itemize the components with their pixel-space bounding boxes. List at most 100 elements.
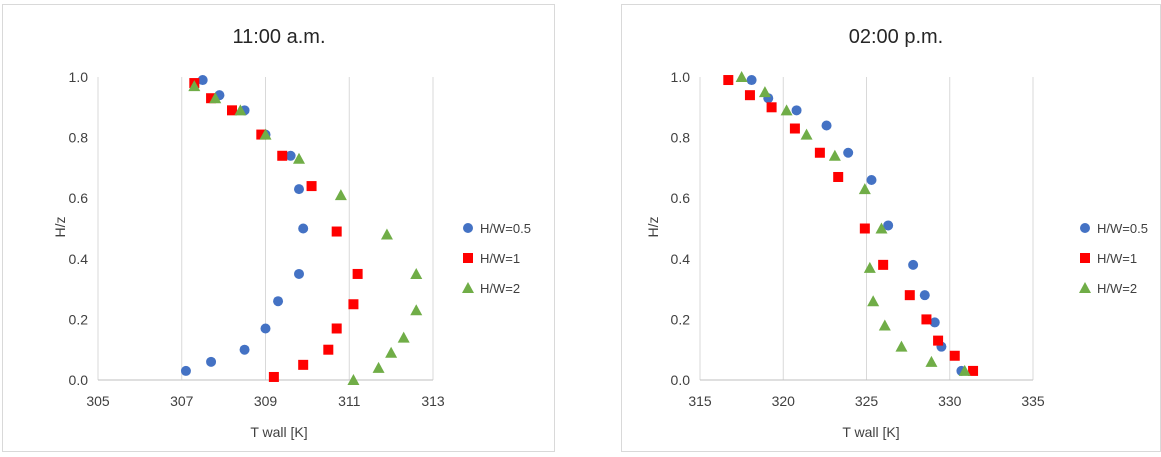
data-point-h-w-0-5 xyxy=(919,290,930,301)
data-point-h-w-1 xyxy=(904,290,915,301)
data-point-h-w-1 xyxy=(744,90,755,101)
data-point-h-w-2 xyxy=(385,346,398,358)
x-tick-label: 307 xyxy=(170,393,194,409)
data-point-h-w-1 xyxy=(933,335,944,346)
chart-title: 11:00 a.m. xyxy=(232,26,325,48)
x-tick-label: 320 xyxy=(772,393,796,409)
x-tick-label: 330 xyxy=(938,393,962,409)
legend-label-h-w-2: H/W=2 xyxy=(480,281,520,296)
data-point-h-w-1 xyxy=(968,365,979,376)
x-axis-title: T wall [K] xyxy=(842,424,899,440)
x-axis-title: T wall [K] xyxy=(250,424,307,440)
data-point-h-w-1 xyxy=(298,359,309,370)
data-point-h-w-0-5 xyxy=(206,356,217,367)
legend-label-h-w-1: H/W=1 xyxy=(1097,251,1137,266)
legend-label-h-w-2: H/W=2 xyxy=(1097,281,1137,296)
data-point-h-w-0-5 xyxy=(908,259,919,270)
data-point-h-w-2 xyxy=(234,104,247,116)
y-tick-label: 0.8 xyxy=(671,130,691,146)
data-point-h-w-0-5 xyxy=(866,175,877,186)
data-point-h-w-2 xyxy=(758,86,771,98)
y-tick-label: 1.0 xyxy=(69,69,89,85)
data-point-h-w-0-5 xyxy=(883,220,894,231)
data-point-h-w-0-5 xyxy=(929,317,940,328)
data-point-h-w-0-5 xyxy=(298,223,309,234)
y-tick-label: 0.6 xyxy=(671,190,691,206)
legend-marker-h-w-1 xyxy=(463,253,473,263)
data-point-h-w-1 xyxy=(789,123,800,134)
y-axis-title: H/z xyxy=(645,217,661,238)
data-point-h-w-0-5 xyxy=(285,150,296,161)
data-point-h-w-2 xyxy=(293,152,305,164)
y-tick-label: 0.6 xyxy=(69,190,89,206)
data-point-h-w-2 xyxy=(875,222,888,234)
data-point-h-w-2 xyxy=(863,261,876,273)
data-point-h-w-1 xyxy=(878,259,889,270)
legend-label-h-w-1: H/W=1 xyxy=(480,251,520,266)
data-point-h-w-2 xyxy=(735,71,748,82)
data-point-h-w-2 xyxy=(958,364,971,376)
data-point-h-w-0-5 xyxy=(843,147,854,158)
data-point-h-w-0-5 xyxy=(260,323,271,334)
data-point-h-w-0-5 xyxy=(180,365,191,376)
y-tick-label: 0.8 xyxy=(69,130,89,146)
legend-label-h-w-0-5: H/W=0.5 xyxy=(1097,221,1148,236)
data-point-h-w-0-5 xyxy=(239,344,250,355)
chart-panel-0200pm: 02:00 p.m. T wall [K] H/z 315 320 325 330 33… xyxy=(621,4,1161,452)
data-point-h-w-2 xyxy=(800,128,813,140)
data-point-h-w-1 xyxy=(331,323,342,334)
data-point-h-w-2 xyxy=(410,304,423,316)
data-point-h-w-1 xyxy=(256,129,267,140)
scatter-chart-1100am: 11:00 a.m. T wall [K] H/z 305 307 309 311 31… xyxy=(52,26,531,440)
data-point-h-w-2 xyxy=(372,361,385,373)
scatter-chart-0200pm: 02:00 p.m. T wall [K] H/z 315 320 325 330 33… xyxy=(645,26,1148,440)
data-point-h-w-1 xyxy=(348,299,359,310)
y-axis-title: H/z xyxy=(52,217,68,238)
data-point-h-w-1 xyxy=(766,102,777,113)
data-point-h-w-2 xyxy=(895,340,908,352)
data-point-h-w-2 xyxy=(347,374,360,385)
data-point-h-w-2 xyxy=(397,331,410,343)
legend-marker-h-w-2 xyxy=(462,282,474,293)
x-tick-label: 335 xyxy=(1021,393,1045,409)
y-tick-label: 0.2 xyxy=(671,311,691,327)
data-point-h-w-1 xyxy=(277,150,288,161)
data-point-h-w-1 xyxy=(352,268,363,279)
legend-marker-h-w-2 xyxy=(1079,282,1091,293)
data-point-h-w-2 xyxy=(380,228,393,240)
y-tick-label: 0.0 xyxy=(671,372,691,388)
data-point-h-w-1 xyxy=(227,105,237,116)
data-point-h-w-0-5 xyxy=(294,184,304,195)
y-tick-label: 0.2 xyxy=(69,311,89,327)
data-point-h-w-1 xyxy=(206,93,217,104)
data-point-h-w-0-5 xyxy=(294,268,304,279)
data-point-h-w-0-5 xyxy=(197,75,208,86)
chart-title: 02:00 p.m. xyxy=(849,26,944,48)
data-point-h-w-1 xyxy=(268,371,279,382)
data-point-h-w-2 xyxy=(334,189,347,201)
x-tick-label: 325 xyxy=(855,393,879,409)
data-point-h-w-2 xyxy=(858,183,871,195)
legend-marker-h-w-1 xyxy=(1080,253,1090,263)
y-tick-label: 0.4 xyxy=(671,251,691,267)
data-point-h-w-2 xyxy=(878,319,891,331)
data-point-h-w-2 xyxy=(925,355,938,367)
data-point-h-w-2 xyxy=(209,92,222,104)
legend-label-h-w-0-5: H/W=0.5 xyxy=(480,221,531,236)
data-point-h-w-2 xyxy=(867,295,880,307)
data-point-h-w-1 xyxy=(323,344,334,355)
legend-marker-h-w-0-5 xyxy=(1080,223,1090,233)
x-tick-label: 313 xyxy=(421,393,445,409)
y-tick-label: 1.0 xyxy=(671,69,691,85)
data-point-h-w-1 xyxy=(921,314,932,325)
x-tick-label: 305 xyxy=(86,393,110,409)
data-point-h-w-0-5 xyxy=(273,296,284,307)
chart-panel-1100am: 11:00 a.m. T wall [K] H/z 305 307 309 311 31… xyxy=(2,4,555,452)
data-point-h-w-2 xyxy=(410,267,423,279)
data-point-h-w-1 xyxy=(723,75,734,86)
data-point-h-w-1 xyxy=(949,350,960,361)
data-point-h-w-1 xyxy=(331,226,342,237)
x-tick-label: 315 xyxy=(688,393,712,409)
data-point-h-w-1 xyxy=(833,171,844,182)
x-tick-label: 309 xyxy=(254,393,278,409)
